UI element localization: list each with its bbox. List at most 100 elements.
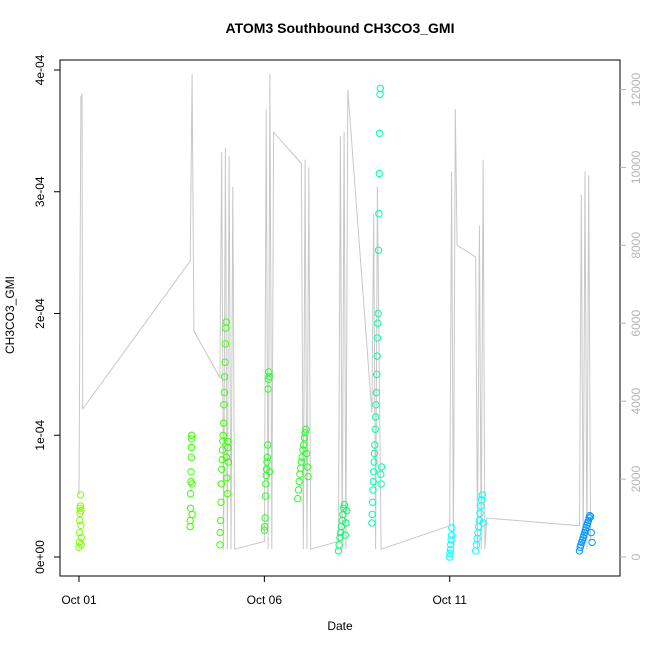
data-point (261, 522, 269, 531)
series-5 (368, 84, 386, 527)
data-point (304, 472, 312, 481)
data-point (261, 492, 270, 500)
data-point (374, 319, 382, 327)
data-point (369, 486, 377, 494)
data-point (375, 210, 383, 218)
data-point (339, 510, 347, 519)
data-point (335, 541, 343, 549)
data-point (372, 401, 380, 409)
data-point (586, 511, 594, 520)
data-point (587, 528, 595, 537)
y2-tick-label: 12000 (629, 72, 643, 106)
data-point (446, 546, 455, 554)
data-point (476, 509, 484, 517)
data-point (265, 373, 273, 381)
data-point (472, 541, 481, 549)
data-point (223, 474, 231, 482)
data-point (340, 500, 349, 509)
data-point (217, 480, 226, 488)
altitude-line (78, 73, 592, 550)
data-point (218, 455, 226, 464)
data-point (264, 441, 272, 449)
data-point (260, 526, 269, 534)
data-point (220, 401, 228, 409)
data-point (188, 431, 196, 439)
data-point (370, 468, 378, 476)
y2-tick-label: 8000 (629, 232, 643, 259)
data-point (371, 425, 379, 433)
data-point (376, 84, 385, 93)
y2-tick-label: 10000 (629, 150, 643, 184)
data-point (343, 507, 351, 515)
data-point (186, 504, 195, 512)
series-1 (75, 491, 85, 551)
plot-frame (59, 59, 621, 577)
data-point (188, 480, 196, 488)
data-point (186, 490, 195, 498)
chart-title: ATOM3 Southbound CH3CO3_GMI (226, 20, 455, 36)
data-point (216, 516, 225, 525)
data-point (188, 435, 196, 443)
data-point (221, 340, 230, 348)
y2-tick-label: 0 (629, 553, 643, 560)
data-point (217, 498, 225, 506)
x-tick-label: Oct 06 (247, 593, 283, 607)
data-point (221, 373, 229, 381)
data-point (370, 449, 379, 458)
y2-tick-label: 2000 (629, 465, 643, 492)
data-point (77, 521, 85, 529)
data-point (376, 90, 384, 99)
data-point (377, 463, 386, 471)
data-point (371, 441, 379, 449)
x-tick-label: Oct 01 (61, 593, 97, 607)
data-point (302, 425, 310, 433)
data-point (187, 453, 196, 461)
y-tick-label: 1e-04 (33, 420, 47, 451)
data-point (303, 463, 312, 471)
data-point (448, 524, 456, 532)
data-point (76, 528, 84, 537)
data-point (477, 496, 486, 504)
data-point (373, 370, 381, 379)
y-tick-label: 4e-04 (33, 54, 47, 85)
data-point (76, 502, 85, 510)
data-point (262, 480, 270, 488)
data-point (373, 352, 381, 360)
data-point (446, 553, 454, 561)
plot-area: 0e+00 1e-04 2e-04 3e-04 4e-04 0 2000 4000 6000 80… (33, 54, 643, 607)
data-point (447, 531, 456, 539)
data-point (224, 443, 232, 452)
data-point (301, 429, 309, 437)
data-point (334, 547, 343, 555)
data-point (447, 541, 455, 549)
data-point (368, 498, 377, 506)
series-2 (186, 318, 233, 549)
data-point (297, 458, 306, 466)
data-point (265, 468, 274, 476)
data-point (261, 514, 269, 522)
data-point (372, 388, 380, 397)
data-point (296, 470, 304, 478)
data-point (369, 477, 377, 486)
data-point (295, 477, 303, 486)
data-point (221, 358, 229, 366)
data-point (586, 513, 595, 521)
series-3 (260, 368, 312, 534)
data-point (220, 388, 229, 397)
data-point (76, 516, 84, 525)
data-point (216, 541, 224, 549)
y-tick-label: 2e-04 (33, 298, 47, 329)
data-point (224, 458, 233, 466)
data-point (342, 519, 350, 527)
data-point (77, 541, 85, 549)
data-point (219, 419, 228, 427)
y2-tick-label: 6000 (629, 310, 643, 337)
y2-tick-label: 4000 (629, 387, 643, 414)
data-point (373, 334, 382, 342)
data-point (294, 494, 302, 503)
data-point (479, 519, 487, 527)
data-point (222, 453, 231, 461)
data-point (218, 465, 226, 473)
data-point (223, 490, 232, 498)
